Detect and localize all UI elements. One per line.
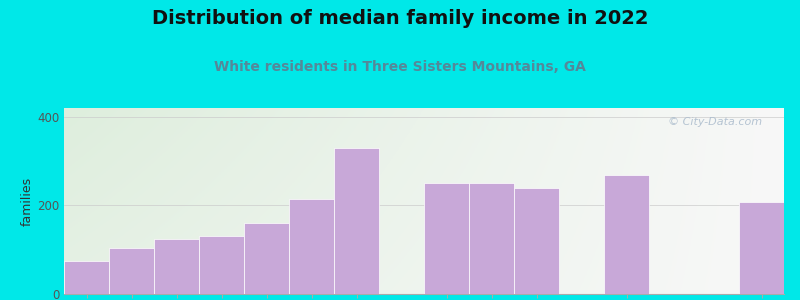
Bar: [154, 238, 199, 294]
Bar: [424, 183, 469, 294]
Bar: [514, 188, 559, 294]
Y-axis label: families: families: [21, 176, 34, 226]
Bar: [469, 183, 514, 294]
Bar: [64, 261, 109, 294]
Bar: [199, 236, 244, 294]
Bar: [739, 202, 784, 294]
Bar: [109, 248, 154, 294]
Bar: [289, 199, 334, 294]
Text: White residents in Three Sisters Mountains, GA: White residents in Three Sisters Mountai…: [214, 60, 586, 74]
Text: Distribution of median family income in 2022: Distribution of median family income in …: [152, 9, 648, 28]
Text: © City-Data.com: © City-Data.com: [668, 117, 762, 127]
Bar: [604, 175, 649, 294]
Bar: [244, 223, 289, 294]
Bar: [334, 148, 379, 294]
